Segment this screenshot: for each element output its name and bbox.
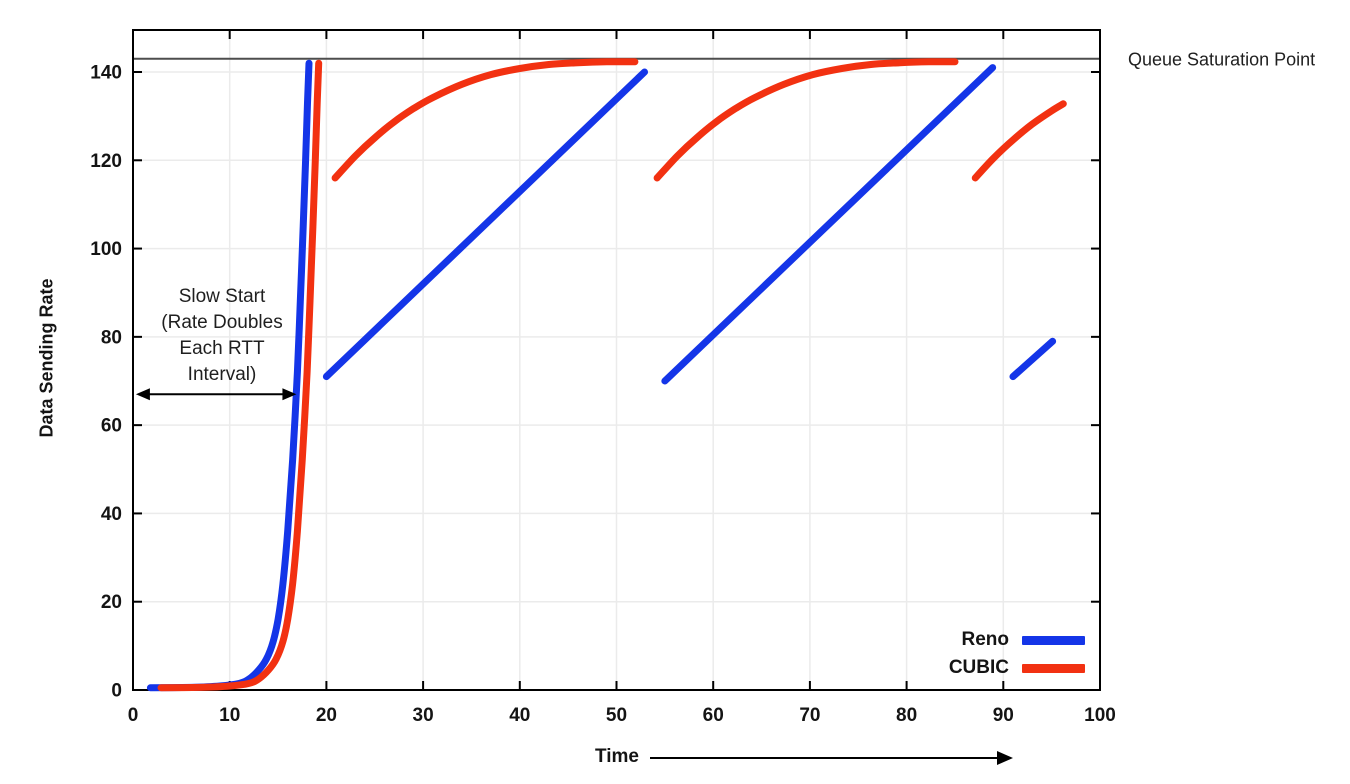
legend-label-cubic: CUBIC (948, 657, 1009, 678)
time-arrowhead-icon (997, 751, 1013, 765)
series-cubic-segment (971, 100, 1067, 182)
series-cubic-segment (157, 59, 323, 692)
series-reno-segment (661, 64, 997, 385)
range-arrowhead-left-icon (135, 388, 150, 401)
series-cubic-segment (331, 58, 639, 182)
legend: Reno CUBIC (949, 626, 1085, 682)
legend-entry-cubic: CUBIC (949, 654, 1085, 682)
y-tick-label: 0 (111, 681, 122, 702)
annotation-line: Each RTT (179, 338, 265, 359)
data-series (146, 58, 1067, 692)
x-axis-title: Time (594, 746, 640, 767)
legend-swatch-reno (1022, 635, 1085, 645)
series-reno-segment (322, 68, 649, 381)
legend-swatch-cubic (1022, 663, 1085, 673)
x-tick-label: 40 (509, 705, 530, 726)
x-tick-label: 0 (128, 705, 139, 726)
y-tick-label: 100 (90, 239, 122, 260)
x-tick-label: 20 (316, 705, 337, 726)
axis-tick-labels: 0 10 20 30 40 50 60 70 80 90 100 0 20 40 60 80 100 120 140 (90, 63, 1116, 727)
x-tick-label: 70 (799, 705, 820, 726)
annotation-line: Slow Start (178, 286, 266, 307)
slow-start-annotation: Slow Start (Rate Doubles Each RTT Interv… (161, 284, 282, 388)
x-tick-label: 30 (413, 705, 434, 726)
x-tick-label: 10 (219, 705, 240, 726)
x-tick-label: 50 (606, 705, 627, 726)
slow-start-range-arrow (135, 388, 297, 401)
y-tick-label: 20 (101, 592, 122, 613)
x-tick-label: 100 (1084, 705, 1116, 726)
y-tick-label: 80 (101, 327, 122, 348)
x-tick-label: 80 (896, 705, 917, 726)
y-tick-label: 40 (101, 504, 122, 525)
y-tick-label: 120 (90, 151, 122, 172)
queue-saturation-label: Queue Saturation Point (1128, 49, 1316, 70)
y-tick-label: 60 (101, 416, 122, 437)
range-arrowhead-right-icon (282, 388, 297, 401)
y-axis-title: Data Sending Rate (36, 278, 57, 438)
series-cubic-segment (653, 58, 959, 182)
axis-ticks (133, 30, 1100, 690)
legend-label-reno: Reno (961, 629, 1010, 650)
x-tick-label: 90 (993, 705, 1014, 726)
x-tick-label: 60 (703, 705, 724, 726)
time-axis-arrow (650, 751, 1013, 765)
legend-entry-reno: Reno (949, 626, 1085, 654)
annotation-line: (Rate Doubles (161, 312, 283, 333)
y-tick-label: 140 (90, 63, 122, 84)
series-reno-segment (1009, 337, 1057, 381)
annotation-line: Interval) (187, 364, 257, 385)
